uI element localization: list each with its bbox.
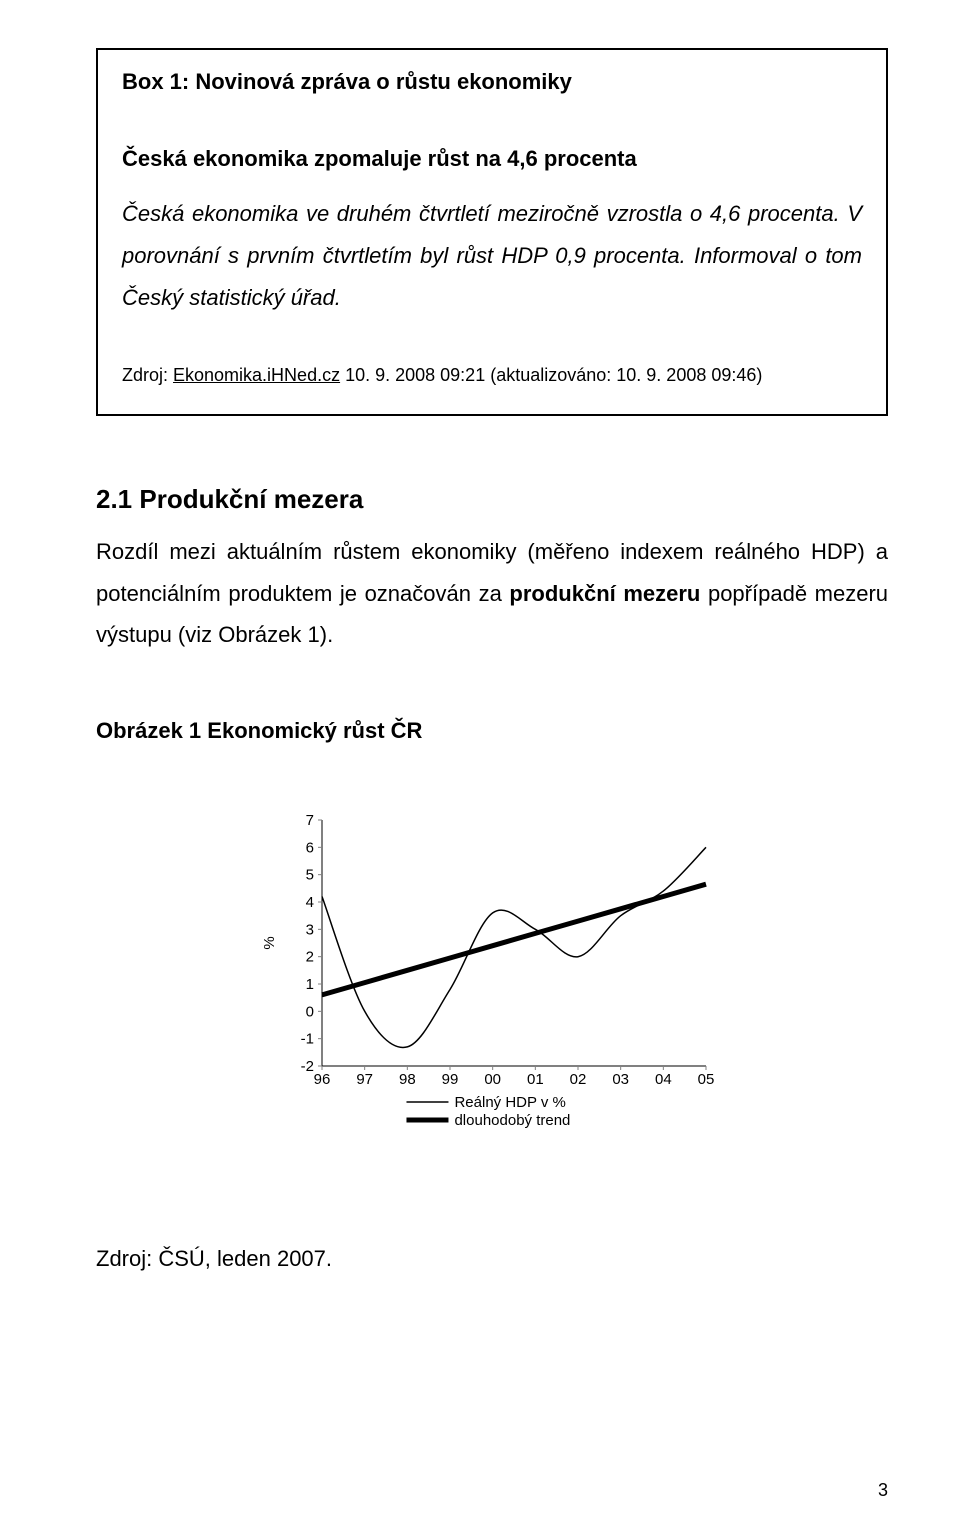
svg-text:98: 98	[399, 1071, 416, 1088]
svg-text:6: 6	[306, 839, 314, 856]
series-real-gdp	[322, 847, 706, 1047]
legend-item-trend: dlouhodobý trend	[454, 1112, 570, 1129]
svg-text:3: 3	[306, 921, 314, 938]
svg-text:04: 04	[655, 1071, 672, 1088]
svg-text:96: 96	[314, 1071, 331, 1088]
figure-title: Obrázek 1 Ekonomický růst ČR	[96, 718, 888, 744]
section-body: Rozdíl mezi aktuálním růstem ekonomiky (…	[96, 531, 888, 656]
legend-item-gdp: Reálný HDP v %	[454, 1094, 565, 1111]
svg-text:0: 0	[306, 1003, 314, 1020]
page-number: 3	[878, 1480, 888, 1501]
svg-text:99: 99	[442, 1071, 459, 1088]
svg-text:4: 4	[306, 894, 314, 911]
svg-text:1: 1	[306, 976, 314, 993]
box-subtitle: Česká ekonomika zpomaluje růst na 4,6 pr…	[122, 145, 862, 174]
growth-chart: -2-101234567%96979899000102030405Reálný …	[252, 806, 732, 1136]
svg-text:00: 00	[484, 1071, 501, 1088]
figure-source: Zdroj: ČSÚ, leden 2007.	[96, 1246, 888, 1272]
source-link[interactable]: Ekonomika.iHNed.cz	[173, 365, 340, 385]
series-trend	[322, 884, 706, 995]
svg-text:03: 03	[612, 1071, 629, 1088]
box-body: Česká ekonomika ve druhém čtvrtletí mezi…	[122, 193, 862, 318]
box-source: Zdroj: Ekonomika.iHNed.cz 10. 9. 2008 09…	[122, 363, 862, 388]
svg-text:2: 2	[306, 949, 314, 966]
section-heading: 2.1 Produkční mezera	[96, 484, 888, 515]
source-tail: 10. 9. 2008 09:21 (aktualizováno: 10. 9.…	[340, 365, 762, 385]
svg-text:%: %	[261, 936, 278, 949]
body-term: produkční mezeru	[509, 581, 700, 606]
svg-text:02: 02	[570, 1071, 587, 1088]
svg-text:7: 7	[306, 812, 314, 829]
news-box: Box 1: Novinová zpráva o růstu ekonomiky…	[96, 48, 888, 416]
page: Box 1: Novinová zpráva o růstu ekonomiky…	[0, 0, 960, 1531]
svg-text:97: 97	[356, 1071, 373, 1088]
svg-text:-1: -1	[301, 1031, 314, 1048]
svg-text:05: 05	[698, 1071, 715, 1088]
box-title: Box 1: Novinová zpráva o růstu ekonomiky	[122, 68, 862, 97]
source-label: Zdroj:	[122, 365, 173, 385]
svg-text:01: 01	[527, 1071, 544, 1088]
svg-text:5: 5	[306, 867, 314, 884]
chart-container: -2-101234567%96979899000102030405Reálný …	[96, 806, 888, 1136]
svg-text:-2: -2	[301, 1058, 314, 1075]
